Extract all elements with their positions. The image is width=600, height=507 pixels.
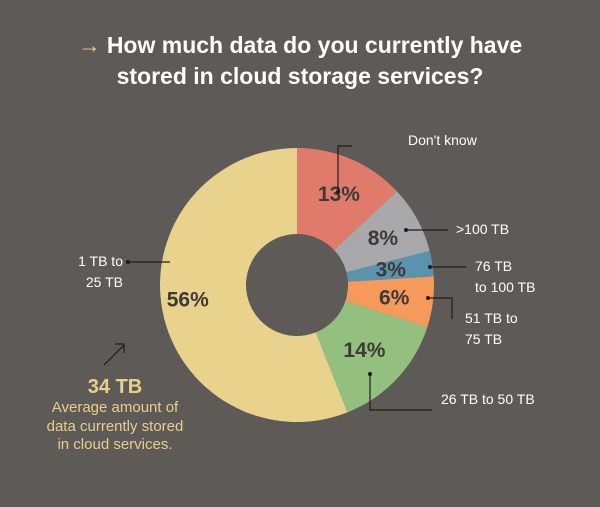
category-label-100-tb: >100 TB bbox=[456, 221, 509, 237]
percent-labels: 13% 8% 3% 6% 14% 56% bbox=[167, 183, 410, 362]
leader-line-don-t-know bbox=[337, 145, 352, 192]
leader-dot-1-tb-to-25-tb bbox=[126, 260, 130, 264]
category-label-26-tb-to-50-tb: 26 TB to 50 TB bbox=[441, 391, 535, 407]
category-label-51-tb-to-75-tb: 51 TB to 75 TB bbox=[465, 310, 518, 347]
donut-slices bbox=[160, 148, 434, 422]
leader-dot-26-tb-to-50-tb bbox=[368, 372, 372, 376]
leader-dot-51-tb-to-75-tb bbox=[426, 296, 430, 300]
leader-lines bbox=[126, 145, 466, 411]
title-line-1-text: How much data do you currently have bbox=[106, 32, 523, 58]
leader-line-51-tb-to-75-tb bbox=[428, 297, 453, 319]
percent-label-1-tb-to-25-tb: 56% bbox=[167, 288, 209, 311]
percent-label-51-tb-to-75-tb: 6% bbox=[379, 286, 410, 309]
category-label-76-tb-to-100-tb: 76 TB to 100 TB bbox=[475, 258, 535, 295]
slice-100-tb bbox=[334, 191, 430, 273]
leader-dot-76-tb-to-100-tb bbox=[428, 265, 432, 269]
arrow-bullet-icon: → bbox=[77, 32, 101, 58]
slice-51-tb-to-75-tb bbox=[345, 276, 434, 328]
title-line-1: → How much data do you currently have bbox=[0, 30, 600, 61]
category-label-1-tb-to-25-tb: 1 TB to 25 TB bbox=[78, 253, 123, 290]
percent-label-26-tb-to-50-tb: 14% bbox=[343, 339, 385, 362]
percent-label-100-tb: 8% bbox=[368, 227, 399, 250]
average-value: 34 TB bbox=[87, 376, 143, 398]
title-line-2: stored in cloud storage services? bbox=[116, 63, 484, 89]
callout-arrow-head-icon bbox=[115, 343, 125, 353]
slice-1-tb-to-25-tb bbox=[160, 148, 348, 422]
chart-title: → How much data do you currently have sto… bbox=[0, 30, 600, 92]
leader-line-26-tb-to-50-tb bbox=[369, 374, 432, 411]
percent-label-76-tb-to-100-tb: 3% bbox=[376, 259, 407, 282]
leader-dot-don-t-know bbox=[336, 190, 340, 194]
percent-label-don-t-know: 13% bbox=[318, 183, 360, 206]
average-callout: 34 TB Average amount of data currently s… bbox=[30, 375, 200, 455]
slice-don-t-know bbox=[297, 148, 397, 251]
slice-26-tb-to-50-tb bbox=[315, 300, 428, 413]
category-labels: Don't know >100 TB 76 TB to 100 TB 51 TB to 7… bbox=[78, 132, 535, 407]
slice-76-tb-to-100-tb bbox=[346, 250, 434, 282]
leader-dot-100-tb bbox=[404, 228, 408, 232]
callout-arrow-shaft bbox=[103, 344, 125, 366]
category-label-don-t-know: Don't know bbox=[408, 132, 478, 148]
average-description: Average amount of data currently stored … bbox=[46, 399, 184, 453]
